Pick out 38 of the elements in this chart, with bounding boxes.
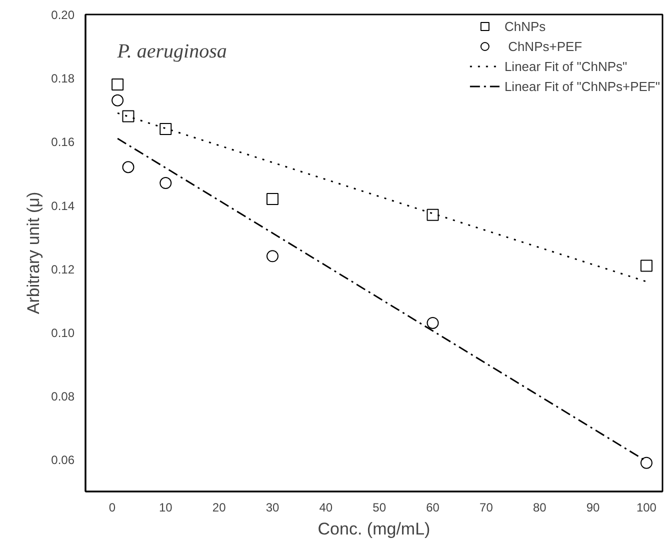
point	[112, 78, 124, 90]
x-tick-label: 30	[266, 500, 280, 514]
x-tick-label: 100	[636, 500, 657, 514]
y-axis-title: Arbitrary unit (μ)	[24, 192, 44, 314]
x-tick-label: 40	[319, 500, 333, 514]
y-tick-label: 0.14	[51, 198, 75, 213]
x-axis-title: Conc. (mg/mL)	[318, 520, 430, 538]
y-tick-label: 0.18	[51, 72, 75, 86]
legend-label: Linear Fit of "ChNPs+PEF"	[504, 78, 660, 94]
x-tick-label: 20	[212, 500, 226, 514]
point	[426, 316, 439, 329]
point	[640, 260, 652, 272]
point	[122, 161, 134, 174]
x-tick-label: 50	[372, 500, 386, 514]
y-tick-label: 0.08	[51, 390, 75, 404]
y-tick-label: 0.12	[51, 262, 75, 276]
legend-label: Linear Fit of "ChNPs"	[504, 58, 628, 74]
y-tick-label: 0.16	[51, 135, 75, 150]
point	[160, 177, 172, 190]
legend-label: ChNPs+PEF	[507, 38, 582, 54]
x-tick-label: 0	[108, 500, 116, 514]
point	[640, 456, 652, 469]
x-tick-label: 60	[426, 500, 440, 514]
x-tick-label: 80	[532, 500, 547, 514]
point	[160, 122, 172, 135]
text: P. aeruginosa	[116, 40, 227, 62]
legend-label: ChNPs	[504, 18, 546, 34]
y-tick-label: 0.20	[51, 8, 75, 22]
x-tick-label: 70	[480, 500, 494, 514]
point	[426, 208, 439, 221]
y-tick-label: 0.10	[51, 326, 75, 340]
y-tick-label: 0.06	[51, 453, 75, 468]
x-tick-label: 10	[158, 500, 173, 514]
point	[112, 94, 124, 106]
point	[122, 110, 134, 122]
point	[266, 192, 278, 205]
x-tick-label: 90	[586, 500, 600, 514]
point	[266, 250, 278, 262]
